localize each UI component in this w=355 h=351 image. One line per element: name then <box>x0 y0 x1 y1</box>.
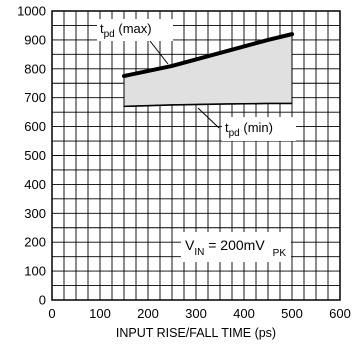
series-line-tpd-max <box>122 32 294 79</box>
y-tick-label: 400 <box>24 177 46 192</box>
y-tick-label: 900 <box>24 32 46 47</box>
tpd-max-label-box <box>97 19 173 41</box>
y-tick-label: 500 <box>24 148 46 163</box>
tpd-min-leader <box>197 107 220 129</box>
y-tick-label: 1000 <box>17 4 46 19</box>
vin-sub2: PK <box>273 248 287 259</box>
x-tick-label: 200 <box>137 306 159 321</box>
x-tick-label: 600 <box>329 306 351 321</box>
x-tick-label: 400 <box>233 306 255 321</box>
vin-label-box <box>181 232 291 262</box>
series-layer <box>122 32 294 108</box>
x-axis-label: INPUT RISE/FALL TIME (ps) <box>116 326 276 340</box>
y-tick-label: 300 <box>24 206 46 221</box>
tpd-min-label-box <box>222 117 296 141</box>
y-tick-label: 100 <box>24 264 46 279</box>
vin-main: V <box>185 237 195 253</box>
vin-label: VIN = 200mV PK <box>185 237 286 259</box>
x-tick-label: 0 <box>48 306 55 321</box>
tpd-max-annotation: tpd (max) <box>97 19 173 65</box>
x-tick-label: 500 <box>281 306 303 321</box>
vin-rest: = 200mV <box>204 237 265 253</box>
vin-annotation: VIN = 200mV PK <box>181 232 291 262</box>
y-tick-label: 800 <box>24 61 46 76</box>
tpd-max-leader <box>149 40 169 65</box>
tpd-min-main: t <box>225 120 229 135</box>
tpd-max-label: tpd (max) <box>100 21 152 40</box>
x-tick-label: 300 <box>185 306 207 321</box>
tpd-min-label: tpd (min) <box>225 120 273 139</box>
tpd-max-main: t <box>100 21 104 36</box>
y-tick-label: 200 <box>24 235 46 250</box>
tpd-min-annotation: tpd (min) <box>197 107 296 141</box>
y-tick-label: 0 <box>39 293 46 308</box>
tpd-min-sub: pd <box>229 128 240 139</box>
y-tick-label: 600 <box>24 119 46 134</box>
plot-frame <box>51 10 341 301</box>
series-line-tpd-min <box>123 102 292 108</box>
tick-labels: 0 100 200 300 400 500 600 700 800 900 1000 0 100 200 3… <box>17 4 351 322</box>
y-tick-label: 700 <box>24 90 46 105</box>
vin-sub: IN <box>194 247 204 258</box>
x-tick-label: 100 <box>89 306 111 321</box>
tpd-min-rest: (min) <box>240 120 273 135</box>
tpd-max-rest: (max) <box>115 21 152 36</box>
tpd-max-sub: pd <box>104 29 115 40</box>
